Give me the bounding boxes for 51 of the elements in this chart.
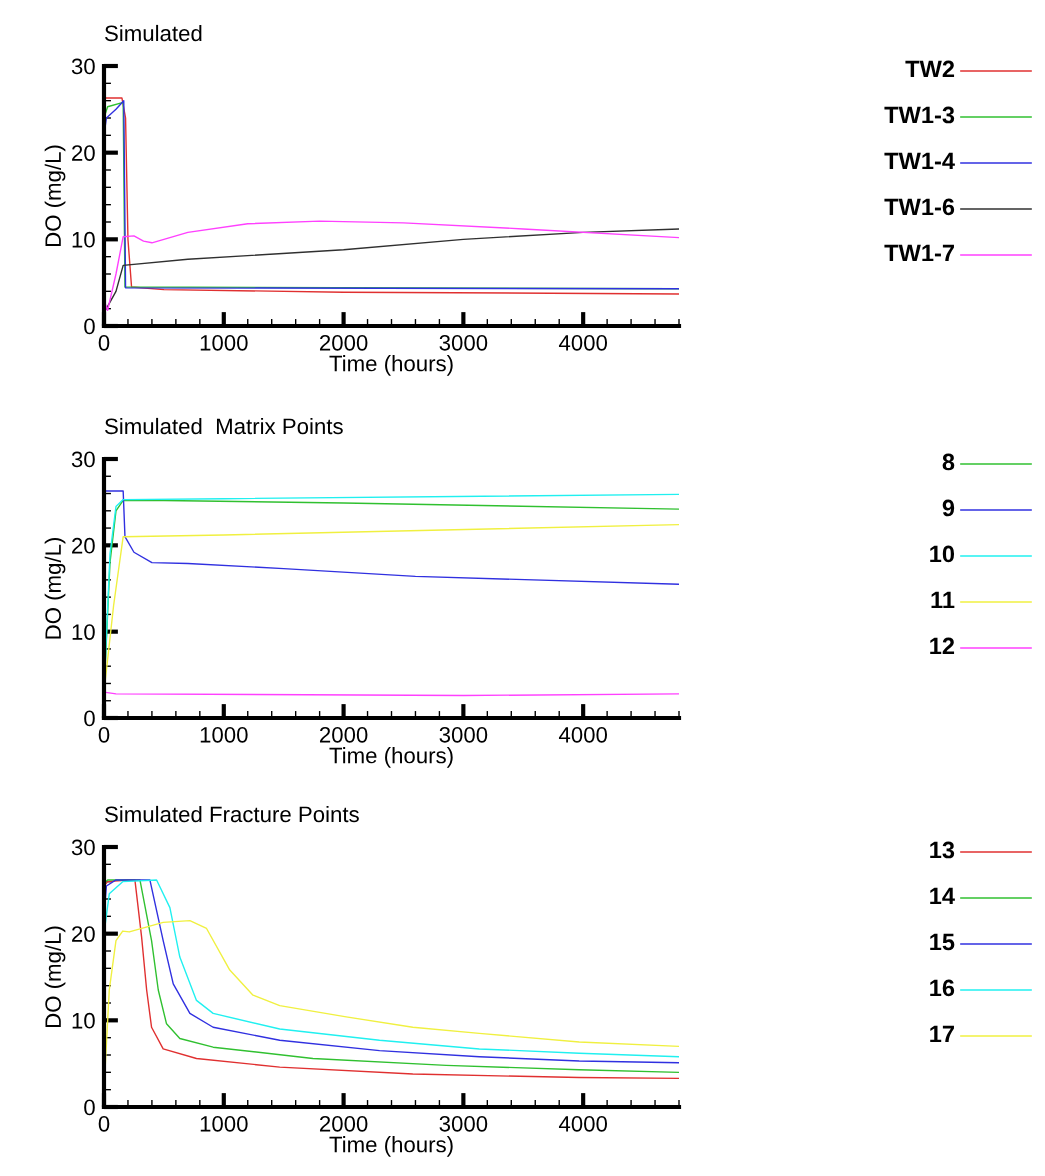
x-tick-label: 3000 [439, 726, 488, 743]
x-tick-label: 1000 [200, 726, 248, 743]
legend-label: 11 [931, 591, 955, 609]
legend-label: TW1-4 [884, 152, 955, 170]
x-tick-label: 3000 [439, 334, 488, 351]
x-tick-label: 2000 [319, 1115, 368, 1132]
legend-label: TW1-7 [884, 244, 954, 262]
y-tick-label: 10 [72, 231, 95, 248]
chart-title: Simulated Fracture Points [105, 805, 359, 823]
x-tick-label: 4000 [558, 334, 608, 351]
legend-label: 12 [930, 637, 955, 655]
y-tick-label: 20 [72, 145, 95, 161]
x-tick-label: 4000 [558, 726, 608, 743]
legend-label: TW2 [905, 60, 955, 78]
x-tick-label: 0 [98, 1115, 110, 1132]
y-tick-label: 0 [84, 710, 95, 727]
y-tick-label: 0 [84, 318, 95, 335]
legend-label: 15 [930, 933, 955, 951]
legend-label: 17 [930, 1025, 954, 1043]
legend-label: 8 [942, 453, 955, 471]
chart-title: Simulated Matrix Points [105, 417, 343, 435]
y-tick-label: 30 [71, 451, 95, 468]
chart-title: Simulated [105, 24, 202, 42]
y-tick-label: 0 [84, 1099, 95, 1116]
y-tick-label: 20 [72, 537, 95, 554]
y-tick-label: 20 [72, 926, 95, 942]
x-axis-title: Time (hours) [329, 747, 453, 768]
x-axis-title: Time (hours) [329, 1136, 453, 1157]
y-axis-title: DO (mg/L) [44, 538, 66, 639]
legend-label: TW1-3 [884, 106, 955, 124]
x-tick-label: 2000 [319, 726, 368, 743]
legend-label: 10 [930, 545, 955, 563]
x-axis-title: Time (hours) [329, 355, 453, 376]
legend-label: 14 [930, 887, 955, 905]
x-tick-label: 1000 [200, 1115, 248, 1132]
x-tick-label: 0 [98, 726, 110, 743]
x-tick-label: 4000 [558, 1115, 608, 1132]
x-tick-label: 2000 [319, 334, 368, 351]
x-tick-label: 1000 [200, 334, 248, 351]
legend-label: 9 [942, 499, 955, 517]
x-tick-label: 3000 [439, 1115, 488, 1132]
legend-label: 13 [930, 841, 955, 859]
y-axis-title: DO (mg/L) [44, 926, 66, 1028]
x-tick-label: 0 [98, 334, 110, 351]
y-tick-label: 10 [72, 624, 95, 640]
legend-label: 16 [930, 979, 955, 997]
y-tick-label: 10 [72, 1012, 95, 1029]
legend-label: TW1-6 [884, 198, 955, 216]
y-tick-label: 30 [71, 839, 95, 856]
y-tick-label: 30 [71, 58, 95, 75]
y-axis-title: DO (mg/L) [44, 145, 66, 247]
